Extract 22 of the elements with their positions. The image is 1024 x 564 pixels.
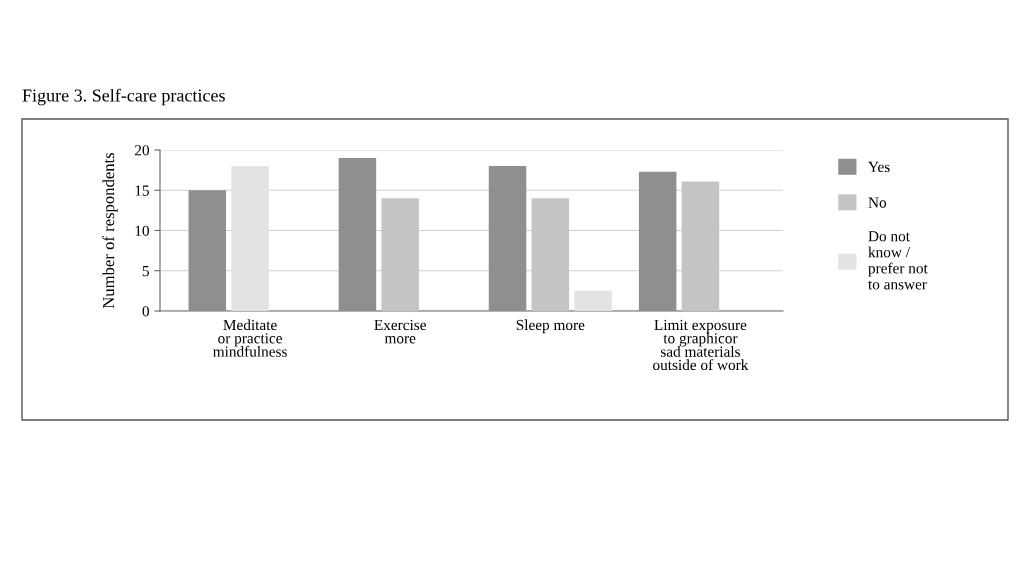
x-tick-label: Limit exposure to graphicor sad materials outside of work bbox=[653, 319, 749, 371]
legend-label: Yes bbox=[868, 161, 890, 173]
bar bbox=[681, 181, 720, 311]
x-tick-label: Meditate or practice mindfulness bbox=[213, 319, 287, 357]
bar bbox=[381, 198, 419, 311]
y-tick-label: 10 bbox=[135, 225, 149, 236]
legend-label: No bbox=[868, 197, 887, 208]
bar bbox=[638, 171, 677, 311]
bar bbox=[188, 190, 227, 311]
bar bbox=[574, 290, 612, 311]
x-tick-label: Sleep more bbox=[516, 319, 585, 334]
x-tick-label: Exercise more bbox=[374, 319, 426, 344]
y-tick-label: 5 bbox=[142, 266, 149, 277]
bar bbox=[488, 166, 527, 311]
bar bbox=[531, 198, 570, 311]
y-tick-label: 15 bbox=[135, 185, 149, 196]
legend-label: Do not know / prefer not to answer bbox=[868, 231, 928, 290]
y-tick-label: 20 bbox=[134, 145, 149, 156]
bar bbox=[338, 158, 377, 311]
y-axis-title: Number of respondents bbox=[102, 152, 118, 309]
y-tick-label: 0 bbox=[142, 306, 149, 317]
chart-title: Figure 3. Self-care practices bbox=[22, 88, 225, 106]
